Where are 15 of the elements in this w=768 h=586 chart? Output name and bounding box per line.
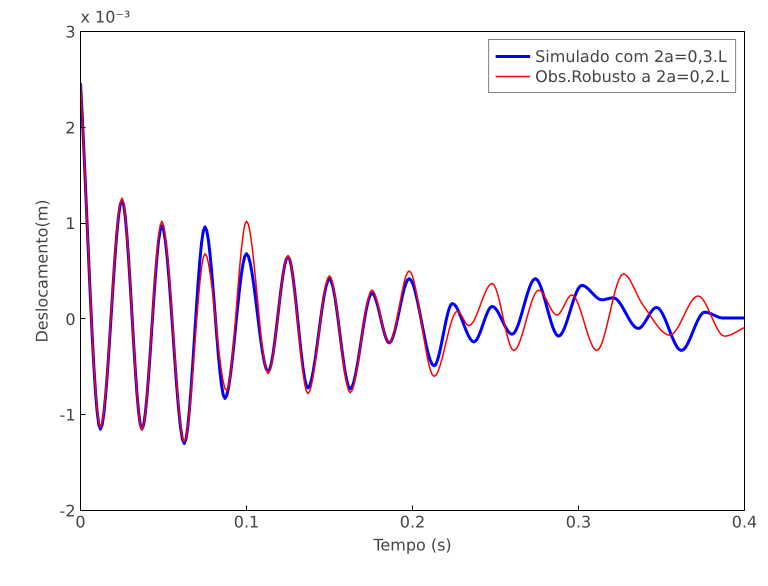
text: x 10⁻³ [80, 8, 130, 26]
x-tick-label: 0.1 [234, 512, 260, 532]
y-tick-label: 1 [65, 214, 76, 234]
legend-label: Obs.Robusto a 2a=0,2.L [535, 66, 729, 86]
y-tick-label: -2 [60, 502, 76, 520]
y-tick-label: 3 [65, 22, 76, 42]
y-tick-label: 2 [65, 118, 76, 138]
x-tick-label: 0.2 [400, 512, 426, 532]
y-tick-label: 0 [65, 310, 76, 329]
x-axis-title: Tempo (s) [372, 536, 452, 554]
y-axis-title: Deslocamento(m) [32, 199, 52, 343]
y-tick-label: -1 [60, 406, 76, 425]
x-tick-label: 0.4 [732, 512, 758, 532]
x-tick-label: 0.3 [566, 512, 592, 532]
legend-label: Simulado com 2a=0,3.L [535, 46, 727, 66]
